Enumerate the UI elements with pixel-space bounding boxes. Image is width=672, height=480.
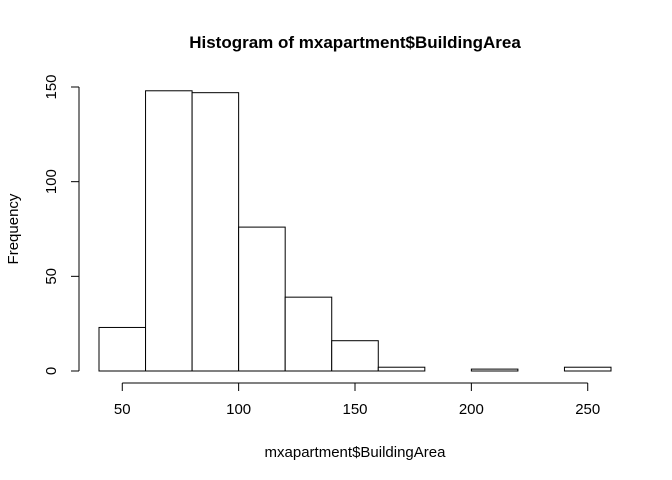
histogram-bar-5 <box>331 340 379 372</box>
histogram-bar-1 <box>145 90 193 372</box>
y-axis: 0 50 100 150 <box>43 74 80 375</box>
histogram-bar-2 <box>191 92 240 372</box>
histogram-bar-8 <box>470 368 519 372</box>
y-tick-label-2: 100 <box>43 169 60 194</box>
x-tick-label-0: 50 <box>114 401 131 418</box>
y-tick-label-0: 0 <box>43 367 60 375</box>
histogram-bar-3 <box>238 226 286 372</box>
x-tick-label-3: 200 <box>459 401 484 418</box>
x-tick-label-4: 250 <box>575 401 600 418</box>
x-axis-label: mxapartment$BuildingArea <box>265 444 447 461</box>
histogram-bar-10 <box>563 366 612 372</box>
x-tick-label-1: 100 <box>226 401 251 418</box>
y-axis-label: Frequency <box>5 193 22 264</box>
y-tick-label-3: 150 <box>43 74 60 99</box>
x-axis: 50 100 150 200 250 <box>114 382 600 418</box>
histogram-bar-6 <box>377 366 426 372</box>
chart-title: Histogram of mxapartment$BuildingArea <box>189 33 521 52</box>
x-tick-label-2: 150 <box>342 401 367 418</box>
bars-group <box>98 90 612 372</box>
histogram-bar-4 <box>284 296 333 372</box>
y-tick-label-1: 50 <box>43 268 60 285</box>
histogram-bar-0 <box>98 326 147 372</box>
